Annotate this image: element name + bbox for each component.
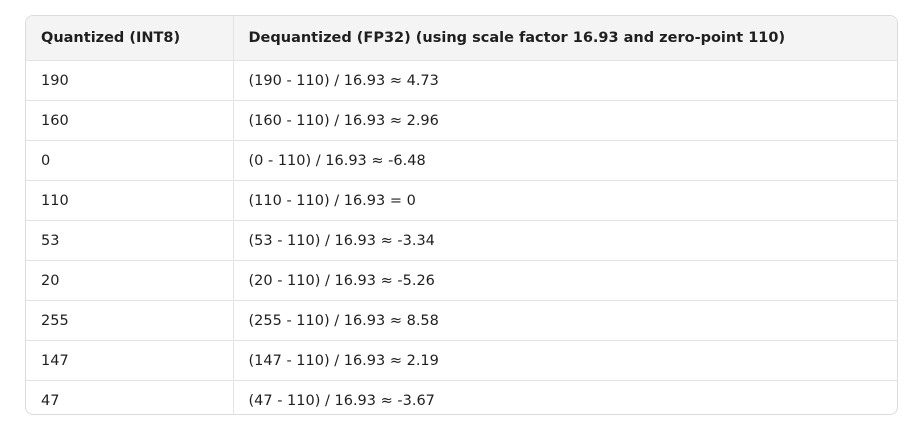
table-cell: 147 (26, 340, 233, 381)
table-row: 53 (53 - 110) / 16.93 ≈ -3.34 (26, 220, 897, 261)
table-row: 160 (160 - 110) / 16.93 ≈ 2.96 (26, 100, 897, 141)
table-row: 255 (255 - 110) / 16.93 ≈ 8.58 (26, 300, 897, 341)
table-cell: 190 (26, 60, 233, 101)
table-row: 0 (0 - 110) / 16.93 ≈ -6.48 (26, 140, 897, 181)
table-cell: (0 - 110) / 16.93 ≈ -6.48 (232, 140, 897, 181)
table: Quantized (INT8) Dequantized (FP32) (usi… (26, 16, 897, 414)
table-cell: 53 (26, 220, 233, 261)
table-cell: (160 - 110) / 16.93 ≈ 2.96 (232, 100, 897, 141)
table-cell: 110 (26, 180, 233, 221)
table-row: 147 (147 - 110) / 16.93 ≈ 2.19 (26, 340, 897, 381)
header-row: Quantized (INT8) Dequantized (FP32) (usi… (26, 16, 897, 61)
table-cell: (20 - 110) / 16.93 ≈ -5.26 (232, 260, 897, 301)
header-cell: Quantized (INT8) (26, 16, 233, 61)
table-cell: (147 - 110) / 16.93 ≈ 2.19 (232, 340, 897, 381)
table-cell: 47 (41, 392, 60, 409)
table-row: 47 (47 - 110) / 16.93 ≈ -3.67 (26, 380, 897, 414)
table-container: Quantized (INT8) Dequantized (FP32) (usi… (25, 15, 898, 415)
table-cell: (190 - 110) / 16.93 ≈ 4.73 (232, 60, 897, 101)
header-cell: Dequantized (FP32) (using scale factor 1… (232, 16, 897, 61)
table-cell: 20 (26, 260, 233, 301)
table-row: 110 (110 - 110) / 16.93 = 0 (26, 180, 897, 221)
table-body: 190 (190 - 110) / 16.93 ≈ 4.73 160 (160 - 1… (26, 60, 897, 414)
table-cell: (47 - 110) / 16.93 ≈ -3.67 (232, 380, 897, 414)
table-cell: (53 - 110) / 16.93 ≈ -3.34 (232, 220, 897, 261)
table-cell: 0 (26, 140, 233, 181)
table-cell: (110 - 110) / 16.93 = 0 (232, 180, 897, 221)
table-cell: 160 (26, 100, 233, 141)
table-cell: 255 (26, 300, 233, 341)
table-cell: (255 - 110) / 16.93 ≈ 8.58 (232, 300, 897, 341)
table-row: 20 (20 - 110) / 16.93 ≈ -5.26 (26, 260, 897, 301)
table-row: 190 (190 - 110) / 16.93 ≈ 4.73 (26, 60, 897, 101)
